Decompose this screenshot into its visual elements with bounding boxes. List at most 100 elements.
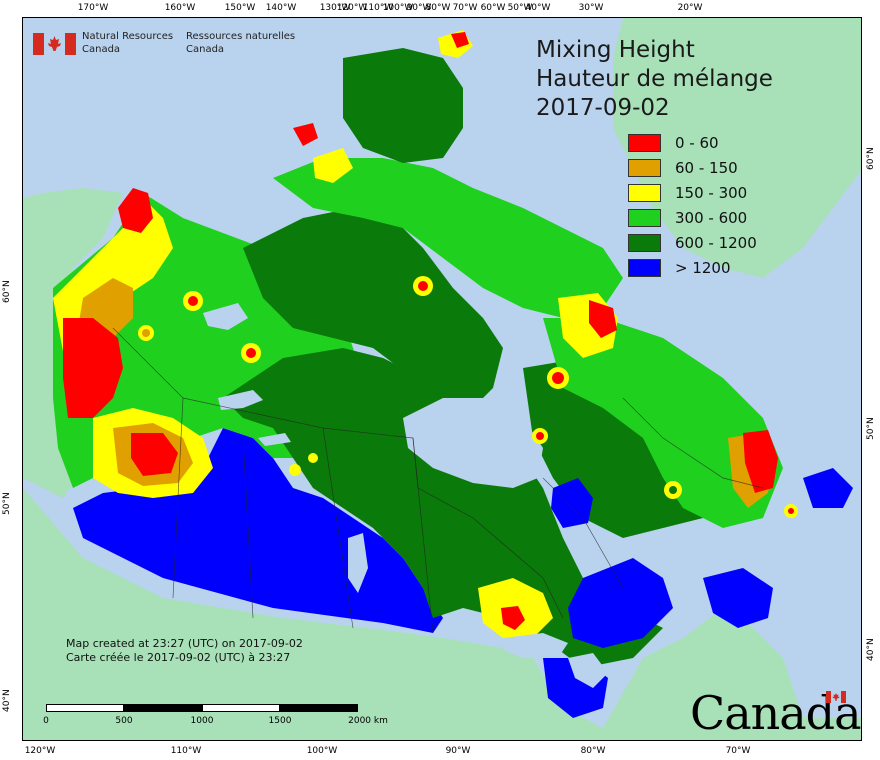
region-blue-maritime <box>703 568 773 628</box>
tick-top-40w: 40°W <box>525 3 551 13</box>
lake-winnipeg <box>348 533 368 593</box>
tick-right-40n: 40°N <box>866 638 876 661</box>
tick-right-60n: 60°N <box>866 147 876 170</box>
region-dark-green-central <box>223 348 663 668</box>
region-red-labrador <box>743 430 778 493</box>
scale-label-1500: 1500 <box>268 716 292 726</box>
hotspot-3-core <box>418 281 428 291</box>
lake-superior <box>503 633 568 658</box>
wordmark-flag-icon <box>826 691 846 703</box>
hotspot-10-core <box>788 508 794 514</box>
region-dark-green-islands <box>343 48 463 163</box>
scale-segment <box>124 704 202 712</box>
region-yellow-arctic-west <box>313 148 353 183</box>
agency-name-french: Ressources naturelles Canada <box>186 30 295 56</box>
hotspot-9 <box>308 453 318 463</box>
tick-bottom-110w: 110°W <box>170 746 202 756</box>
tick-top-120w: 120°W <box>336 3 368 13</box>
tick-top-80w: 80°W <box>425 3 451 13</box>
map-credits: Map created at 23:27 (UTC) on 2017-09-02… <box>66 637 303 665</box>
hotspot-7-core <box>142 329 150 337</box>
region-red-coast <box>63 318 123 418</box>
map-canvas <box>22 17 862 741</box>
scale-segment <box>202 704 280 712</box>
great-slave-lake <box>218 390 263 410</box>
tick-left-60n: 60°N <box>2 280 12 303</box>
legend-label: 150 - 300 <box>675 184 748 202</box>
credits-french: Carte créée le 2017-09-02 (UTC) à 23:27 <box>66 651 291 664</box>
region-blue-newfoundland <box>803 468 853 508</box>
scale-label-500: 500 <box>115 716 133 726</box>
tick-top-90w: 90°W <box>406 3 432 13</box>
tick-top-50w: 50°W <box>507 3 533 13</box>
region-blue-quebec-south <box>568 558 673 648</box>
legend-label: 0 - 60 <box>675 134 719 152</box>
region-red-baffin <box>589 300 617 338</box>
tick-bottom-80w: 80°W <box>580 746 606 756</box>
scale-segment <box>280 704 358 712</box>
legend-swatch <box>628 259 661 277</box>
credits-english: Map created at 23:27 (UTC) on 2017-09-02 <box>66 637 303 650</box>
tick-top-150w: 150°W <box>224 3 256 13</box>
greenland-land <box>613 18 861 278</box>
hotspot-6-core <box>669 486 677 494</box>
agency-french-line2: Canada <box>186 44 225 55</box>
legend-swatch <box>628 234 661 252</box>
tick-bottom-100w: 100°W <box>306 746 338 756</box>
agency-name-english: Natural Resources Canada <box>82 30 173 56</box>
legend-swatch <box>628 209 661 227</box>
region-red-ontario <box>501 606 525 630</box>
region-dark-green-north <box>243 208 503 408</box>
tick-top-20w: 20°W <box>677 3 703 13</box>
tick-top-110w: 110°W <box>362 3 394 13</box>
lake-athabasca <box>258 433 291 446</box>
legend-label: > 1200 <box>675 259 731 277</box>
scale-segment <box>46 704 124 712</box>
hudson-bay <box>403 398 543 488</box>
tick-top-160w: 160°W <box>164 3 196 13</box>
tick-top-130w: 130°W <box>319 3 351 13</box>
title-english: Mixing Height <box>536 37 695 63</box>
canada-flag-icon <box>33 33 76 55</box>
region-red-arctic-west <box>293 123 318 146</box>
region-light-green-quebec-east <box>543 318 783 528</box>
canada-wordmark: Canada <box>690 686 862 740</box>
legend-swatch <box>628 134 661 152</box>
hotspot-2-core <box>246 348 256 358</box>
legend-label: 60 - 150 <box>675 159 738 177</box>
tick-bottom-120w: 120°W <box>24 746 56 756</box>
region-red-ellesmere <box>451 32 469 48</box>
lake-huron <box>568 653 608 688</box>
scale-label-1000: 1000 <box>190 716 214 726</box>
tick-left-50n: 50°N <box>2 492 12 515</box>
region-red-north-yukon <box>118 188 153 233</box>
legend-label: 300 - 600 <box>675 209 748 227</box>
region-red-bc <box>131 433 178 476</box>
region-blue-quebec-north <box>551 478 593 528</box>
legend-label: 600 - 1200 <box>675 234 757 252</box>
hotspot-5-core <box>536 432 544 440</box>
legend-swatch <box>628 184 661 202</box>
agency-french-line1: Ressources naturelles <box>186 31 296 42</box>
provincial-boundaries <box>112 327 764 634</box>
scale-label-2000: 2000 km <box>348 716 388 726</box>
hotspot-4-core <box>552 372 564 384</box>
tick-top-60w: 60°W <box>480 3 506 13</box>
tick-right-50n: 50°N <box>866 417 876 440</box>
title-date: 2017-09-02 <box>536 95 670 121</box>
hotspot-8 <box>289 464 301 476</box>
title-french: Hauteur de mélange <box>536 66 773 92</box>
agency-english-line2: Canada <box>82 44 121 55</box>
scale-label-0: 0 <box>43 716 49 726</box>
map-svg <box>23 18 861 740</box>
agency-english-line1: Natural Resources <box>82 31 174 42</box>
scale-bar: 0 500 1000 1500 2000 km <box>43 704 388 728</box>
tick-top-140w: 140°W <box>265 3 297 13</box>
tick-top-170w: 170°W <box>77 3 109 13</box>
tick-top-100w: 100°W <box>382 3 414 13</box>
tick-left-40n: 40°N <box>2 689 12 712</box>
map-title: Mixing Height Hauteur de mélange 2017-09… <box>536 36 773 123</box>
great-bear-lake <box>203 303 248 330</box>
tick-bottom-90w: 90°W <box>445 746 471 756</box>
